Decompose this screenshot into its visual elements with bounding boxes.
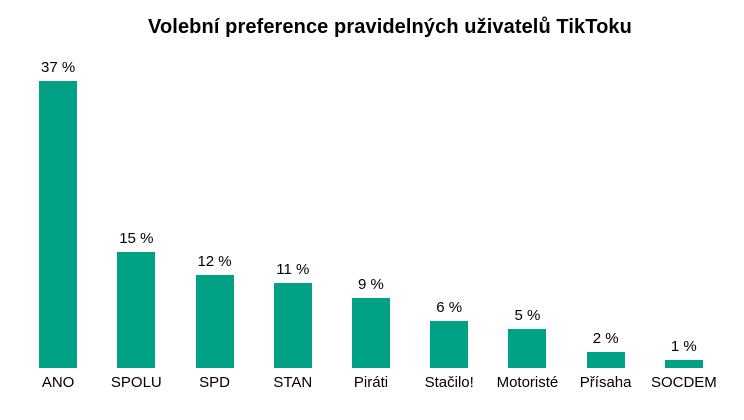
- bar: [117, 252, 156, 368]
- value-label: 11 %: [276, 261, 310, 278]
- value-label: 1 %: [670, 338, 697, 355]
- category-label: Piráti: [353, 374, 389, 391]
- category-label: SOCDEM: [650, 374, 717, 391]
- bar: [273, 283, 312, 368]
- value-label: 15 %: [119, 230, 154, 247]
- category-label: SPOLU: [110, 374, 162, 391]
- bar-column: 37 % ANO: [19, 50, 97, 394]
- bar-column: 5 % Motoristé: [488, 50, 566, 394]
- category-label: ANO: [41, 374, 75, 391]
- value-label: 6 %: [436, 299, 463, 316]
- bar: [39, 81, 78, 368]
- bar-column: 12 % SPD: [175, 50, 253, 394]
- bar: [351, 298, 390, 368]
- value-label: 5 %: [514, 307, 541, 324]
- bar-column: 11 % STAN: [254, 50, 332, 394]
- value-label: 9 %: [358, 276, 384, 293]
- category-label: Motoristé: [496, 374, 559, 391]
- bar: [195, 275, 234, 368]
- value-label: 12 %: [197, 253, 232, 270]
- bar-column: 9 % Piráti: [332, 50, 410, 394]
- category-label: STAN: [273, 374, 313, 391]
- category-label: Přísaha: [579, 374, 632, 391]
- bar-column: 2 % Přísaha: [567, 50, 645, 394]
- chart-title: Volební preference pravidelných uživatel…: [148, 16, 632, 38]
- category-label: SPD: [199, 374, 230, 391]
- bar-column: 15 % SPOLU: [97, 50, 175, 394]
- value-label: 2 %: [592, 330, 619, 347]
- bar: [508, 329, 547, 368]
- bar-column: 1 % SOCDEM: [645, 50, 723, 394]
- category-label: Stačilo!: [424, 374, 474, 391]
- bar-column: 6 % Stačilo!: [410, 50, 488, 394]
- value-label: 37 %: [41, 59, 76, 76]
- bar: [664, 360, 703, 368]
- plot-area: 37 % ANO 15 % SPOLU 12 % SPD 11 % STAN 9 % Piráti…: [19, 50, 723, 394]
- bar: [586, 352, 625, 368]
- bar: [430, 321, 469, 368]
